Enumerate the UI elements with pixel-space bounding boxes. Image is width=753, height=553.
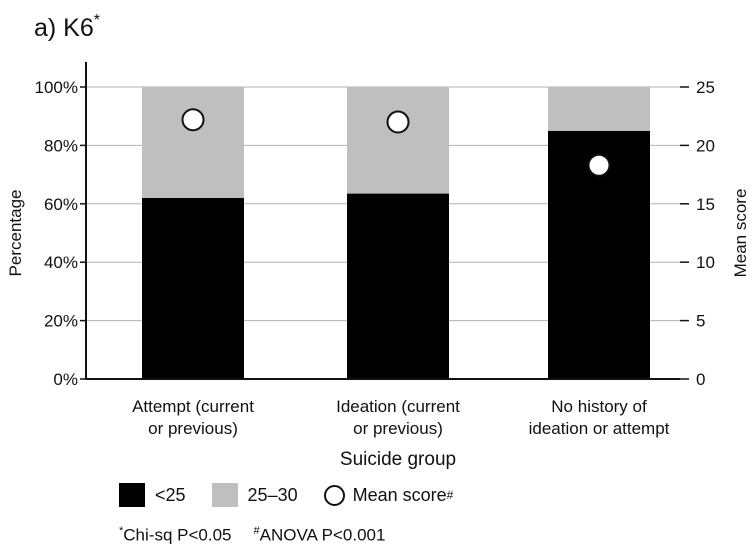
footnote-chi-asterisk: * xyxy=(119,525,124,537)
x-category-label: Ideation (current xyxy=(336,397,460,416)
bar-lt25-1 xyxy=(142,197,244,379)
legend-swatch-25-30 xyxy=(211,483,238,507)
x-category-label: No history of xyxy=(551,397,647,416)
legend-label-mean-score: Mean score xyxy=(352,484,447,505)
stacked-bar-chart: 0% 20% 40% 60% 80% 100% 0 5 10 15 20 25 Attempt (cur… xyxy=(6,62,750,470)
y-tick-label-left: 60% xyxy=(44,195,78,214)
legend-item-25-30: 25–30 xyxy=(211,483,298,507)
footnote-anova-hash: # xyxy=(253,525,260,537)
x-category-label: or previous) xyxy=(148,419,238,438)
y-tick-label-left: 100% xyxy=(35,78,78,97)
mean-score-marker-1 xyxy=(181,108,205,132)
bar-25-30-2 xyxy=(347,87,449,194)
panel-title: a) K6* xyxy=(34,12,100,42)
footnote-chi: Chi-sq P<0.05 xyxy=(123,525,232,545)
y-tick-label-left: 40% xyxy=(44,253,78,272)
bar-25-30-3 xyxy=(548,87,650,131)
legend-swatch-lt25 xyxy=(119,483,145,507)
bar-25-30-1 xyxy=(142,87,244,198)
legend-item-lt25: <25 xyxy=(119,483,186,507)
y-tick-label-left: 0% xyxy=(53,370,78,389)
footnote-anova: ANOVA P<0.001 xyxy=(259,525,386,545)
legend-label-25-30: 25–30 xyxy=(247,484,298,505)
x-category-label: Attempt (current xyxy=(132,397,254,416)
bar-lt25-2 xyxy=(347,193,449,379)
y-tick-label-right: 10 xyxy=(696,253,715,272)
legend-circle-icon xyxy=(323,484,345,506)
legend: <25 25–30 Mean score # xyxy=(119,482,479,508)
y-tick-label-left: 80% xyxy=(44,136,78,155)
mean-score-marker-2 xyxy=(386,110,410,134)
x-category-label: ideation or attempt xyxy=(529,419,670,438)
y-tick-label-left: 20% xyxy=(44,312,78,331)
panel-title-asterisk: * xyxy=(93,12,100,29)
x-category-label: or previous) xyxy=(353,419,443,438)
footnote: *Chi-sq P<0.05 #ANOVA P<0.001 xyxy=(119,525,385,546)
y-tick-label-right: 0 xyxy=(696,370,705,389)
y-axis-title-left: Percentage xyxy=(6,190,25,277)
y-axis-title-right: Mean score xyxy=(731,189,750,278)
y-tick-label-right: 25 xyxy=(696,78,715,97)
x-axis-title: Suicide group xyxy=(340,449,456,470)
y-tick-label-right: 15 xyxy=(696,195,715,214)
legend-item-mean-score: Mean score # xyxy=(323,484,454,506)
legend-mean-hash: # xyxy=(446,488,454,502)
mean-score-marker-3 xyxy=(587,153,611,177)
legend-label-lt25: <25 xyxy=(155,484,186,505)
y-tick-label-right: 20 xyxy=(696,136,715,155)
y-tick-label-right: 5 xyxy=(696,312,705,331)
